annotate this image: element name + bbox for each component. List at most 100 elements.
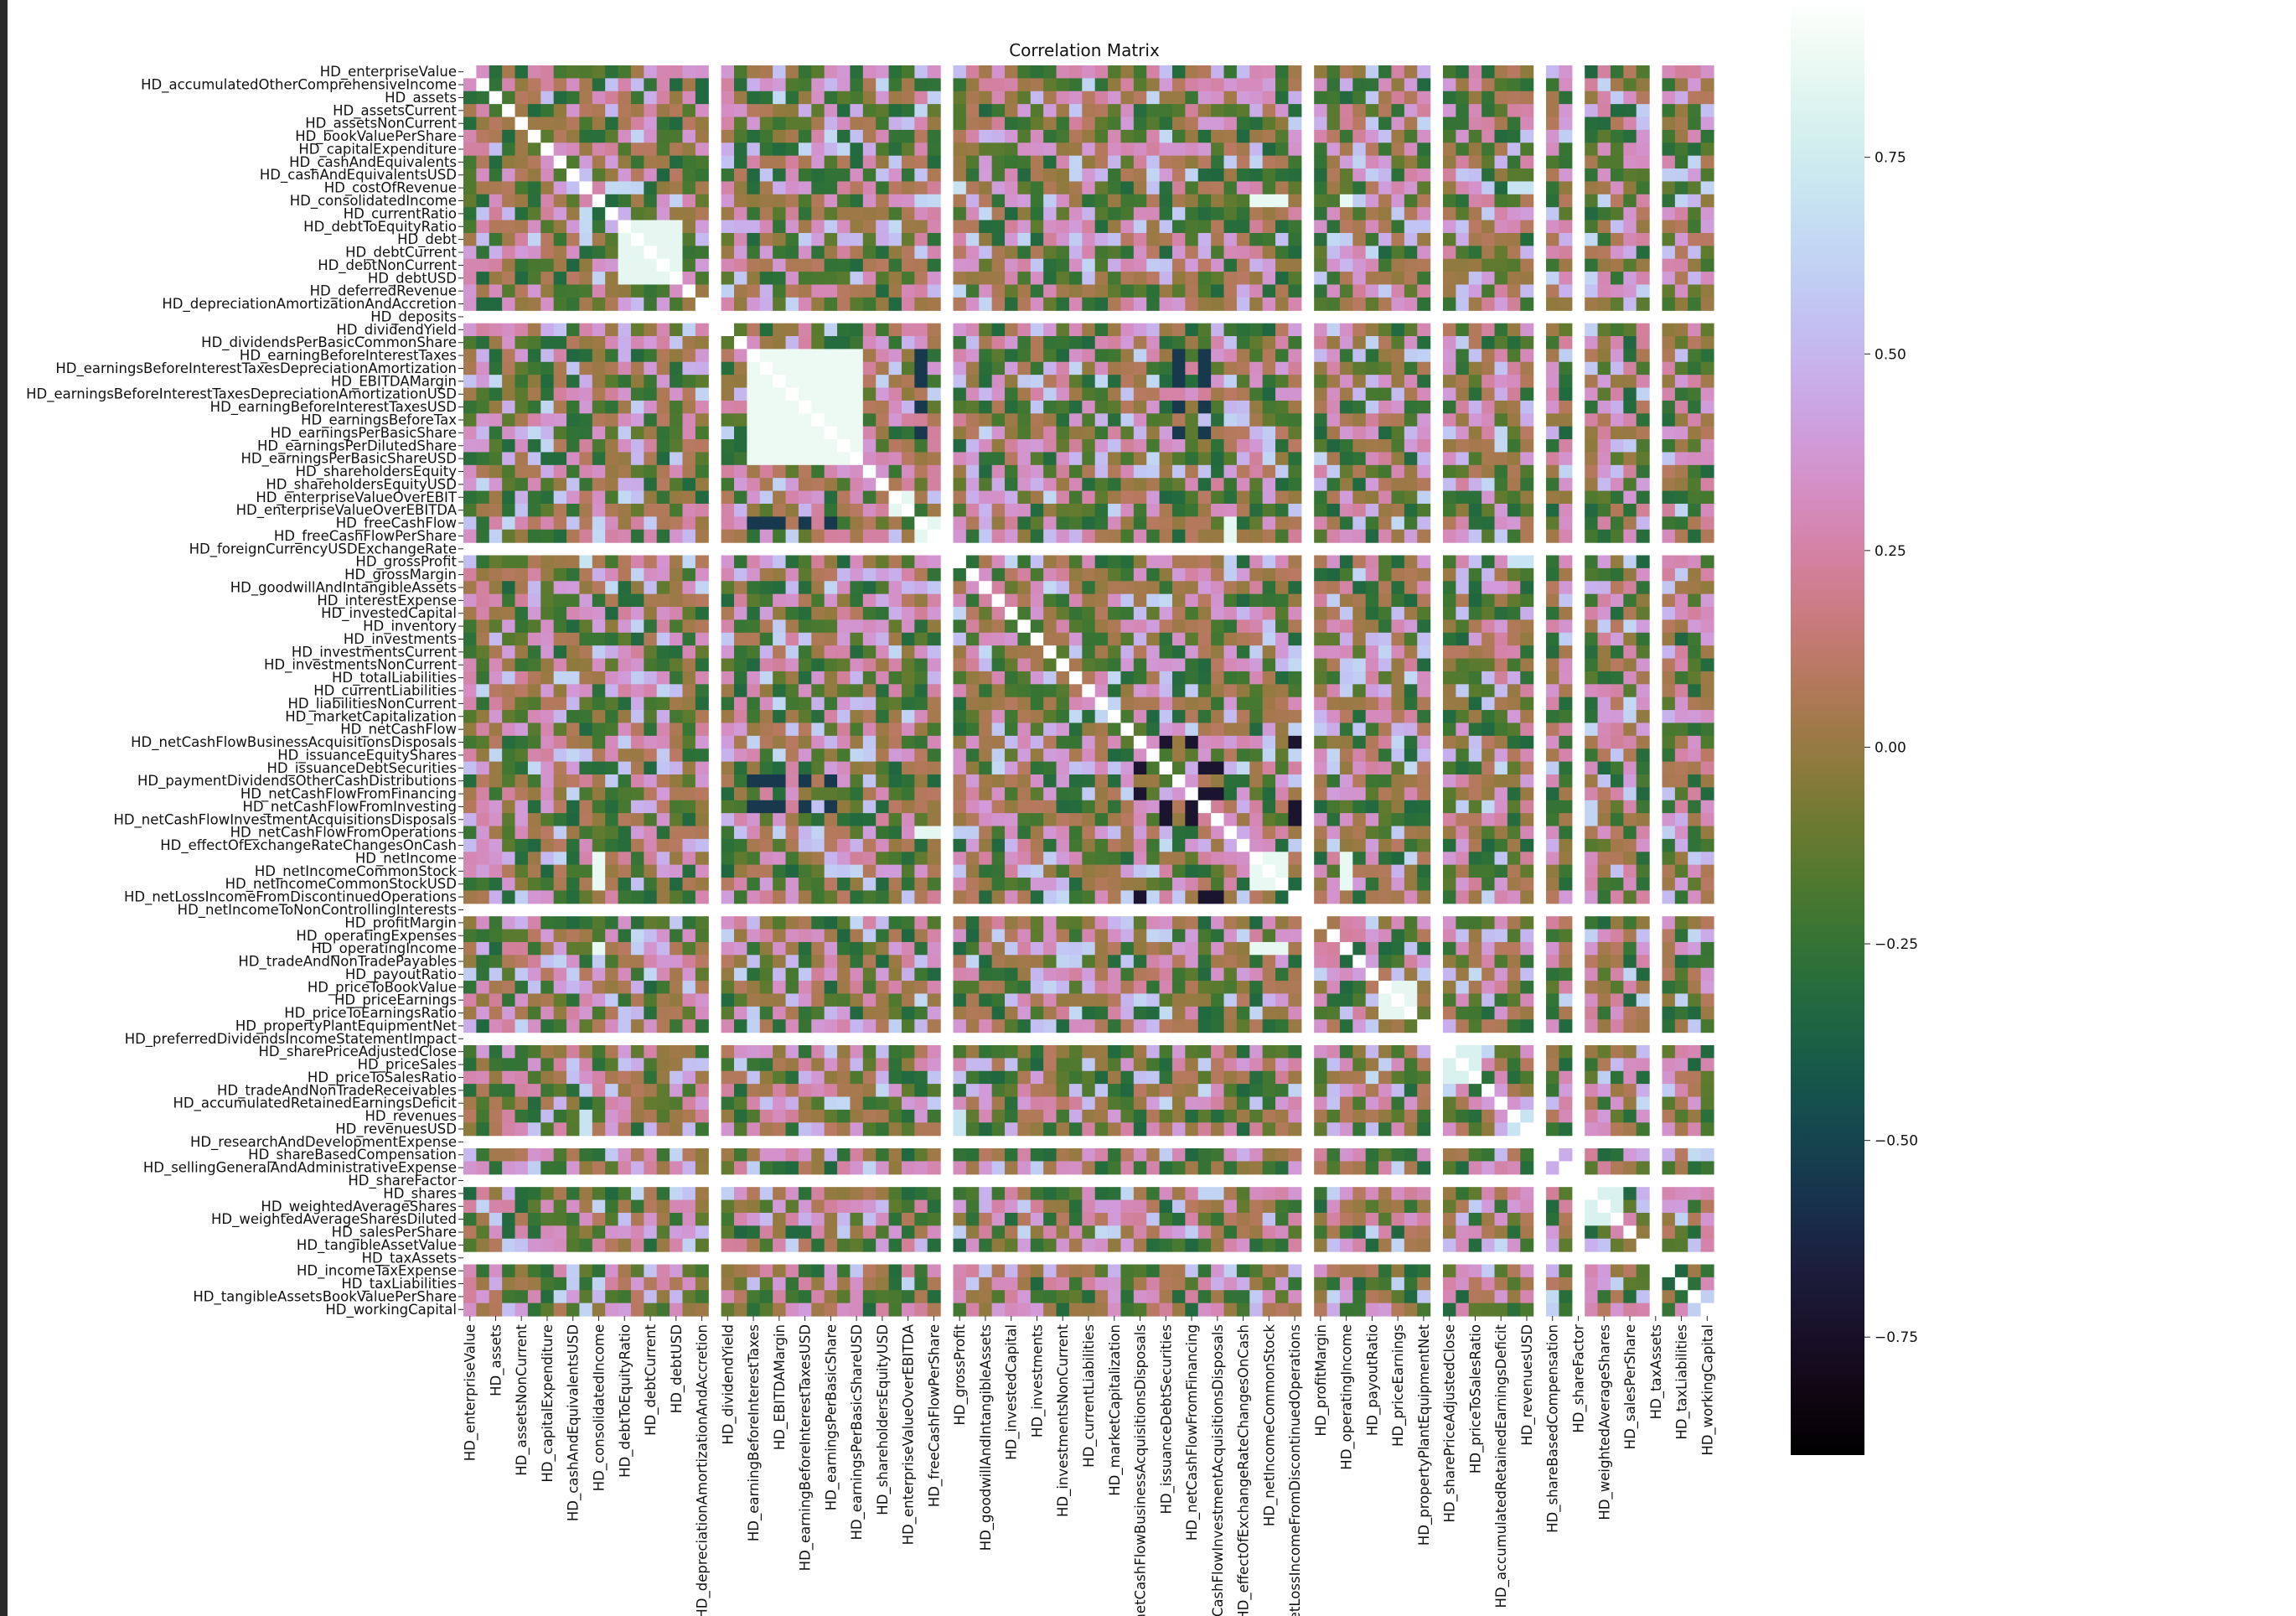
heatmap-cell: [1456, 232, 1470, 246]
heatmap-cell: [1005, 284, 1018, 298]
heatmap-cell: [605, 207, 619, 221]
heatmap-cell: [1700, 581, 1714, 595]
heatmap-cell: [682, 478, 696, 492]
heatmap-cell: [759, 284, 773, 298]
heatmap-cell: [1391, 91, 1405, 105]
heatmap-cell: [579, 142, 593, 157]
heatmap-cell: [1185, 400, 1199, 414]
heatmap-cell: [734, 65, 747, 79]
heatmap-cell: [773, 800, 787, 814]
heatmap-cell: [1275, 375, 1290, 389]
heatmap-cell: [862, 516, 877, 531]
heatmap-cell: [1068, 375, 1083, 389]
heatmap-cell: [644, 478, 658, 492]
heatmap-cell: [965, 400, 980, 414]
heatmap-cell: [1404, 104, 1418, 118]
heatmap-cell: [1378, 645, 1393, 660]
heatmap-cell: [876, 787, 890, 801]
heatmap-cell: [798, 735, 812, 749]
heatmap-cell: [1159, 723, 1173, 737]
heatmap-cell: [605, 284, 619, 298]
heatmap-cell: [862, 349, 877, 363]
heatmap-cell: [527, 787, 541, 801]
heatmap-cell: [1211, 658, 1225, 672]
heatmap-cell: [527, 155, 541, 169]
heatmap-cell: [721, 464, 735, 479]
heatmap-cell: [1236, 232, 1250, 246]
heatmap-cell: [773, 336, 787, 350]
heatmap-cell: [1378, 129, 1393, 143]
heatmap-cell: [785, 478, 799, 492]
heatmap-cell: [1700, 297, 1714, 311]
heatmap-cell: [734, 117, 747, 131]
heatmap-cell: [1559, 375, 1573, 389]
heatmap-cell: [1352, 490, 1367, 505]
heatmap-cell: [901, 774, 915, 788]
heatmap-cell: [785, 697, 799, 711]
heatmap-cell: [463, 593, 477, 608]
heatmap-cell: [901, 207, 915, 221]
heatmap-cell: [1030, 800, 1044, 814]
heatmap-cell: [515, 632, 529, 646]
heatmap-cell: [695, 761, 709, 775]
heatmap-cell: [1520, 645, 1534, 660]
heatmap-cell: [876, 710, 890, 724]
heatmap-cell: [1378, 142, 1393, 157]
heatmap-cell: [773, 104, 787, 118]
heatmap-cell: [991, 555, 1006, 569]
heatmap-cell: [1365, 529, 1379, 543]
heatmap-cell: [1005, 658, 1018, 672]
heatmap-cell: [1456, 361, 1470, 376]
heatmap-cell: [927, 323, 941, 337]
heatmap-cell: [811, 567, 825, 582]
heatmap-cell: [837, 297, 851, 311]
heatmap-cell: [1352, 284, 1367, 298]
heatmap-cell: [1662, 194, 1676, 208]
heatmap-cell: [824, 232, 838, 246]
heatmap-cell: [1223, 516, 1238, 531]
heatmap-cell: [1585, 246, 1599, 260]
heatmap-cell: [579, 774, 593, 788]
heatmap-cell: [1456, 323, 1470, 337]
heatmap-cell: [1597, 168, 1611, 183]
heatmap-cell: [682, 220, 696, 234]
heatmap-cell: [1185, 710, 1199, 724]
heatmap-cell: [721, 387, 735, 401]
heatmap-cell: [1404, 426, 1418, 440]
heatmap-cell: [888, 478, 902, 492]
heatmap-cell: [1082, 503, 1096, 517]
heatmap-cell: [1636, 349, 1650, 363]
heatmap-cell: [1688, 607, 1702, 620]
heatmap-cell: [1236, 413, 1250, 427]
heatmap-cell: [644, 748, 658, 763]
heatmap-cell: [1391, 361, 1405, 376]
heatmap-cell: [824, 181, 838, 195]
heatmap-cell: [927, 194, 941, 208]
heatmap-cell: [592, 787, 606, 801]
heatmap-cell: [1171, 181, 1186, 195]
heatmap-cell: [1482, 619, 1496, 634]
heatmap-cell: [1120, 413, 1135, 427]
heatmap-cell: [1211, 761, 1225, 775]
heatmap-cell: [1417, 761, 1431, 775]
heatmap-cell: [1082, 710, 1096, 724]
heatmap-cell: [862, 387, 877, 401]
heatmap-cell: [862, 632, 877, 646]
heatmap-cell: [1056, 516, 1070, 531]
heatmap-cell: [979, 619, 993, 634]
heatmap-cell: [798, 375, 812, 389]
heatmap-cell: [502, 439, 516, 453]
heatmap-cell: [1108, 529, 1122, 543]
heatmap-cell: [695, 800, 709, 814]
heatmap-cell: [656, 490, 670, 505]
heatmap-cell: [566, 375, 581, 389]
heatmap-cell: [850, 723, 864, 737]
heatmap-cell: [1171, 104, 1186, 118]
heatmap-cell: [1507, 503, 1521, 517]
heatmap-cell: [798, 272, 812, 286]
heatmap-cell: [1211, 426, 1225, 440]
heatmap-cell: [1197, 220, 1212, 234]
heatmap-cell: [1211, 478, 1225, 492]
heatmap-cell: [1417, 297, 1431, 311]
heatmap-cell: [734, 361, 747, 376]
